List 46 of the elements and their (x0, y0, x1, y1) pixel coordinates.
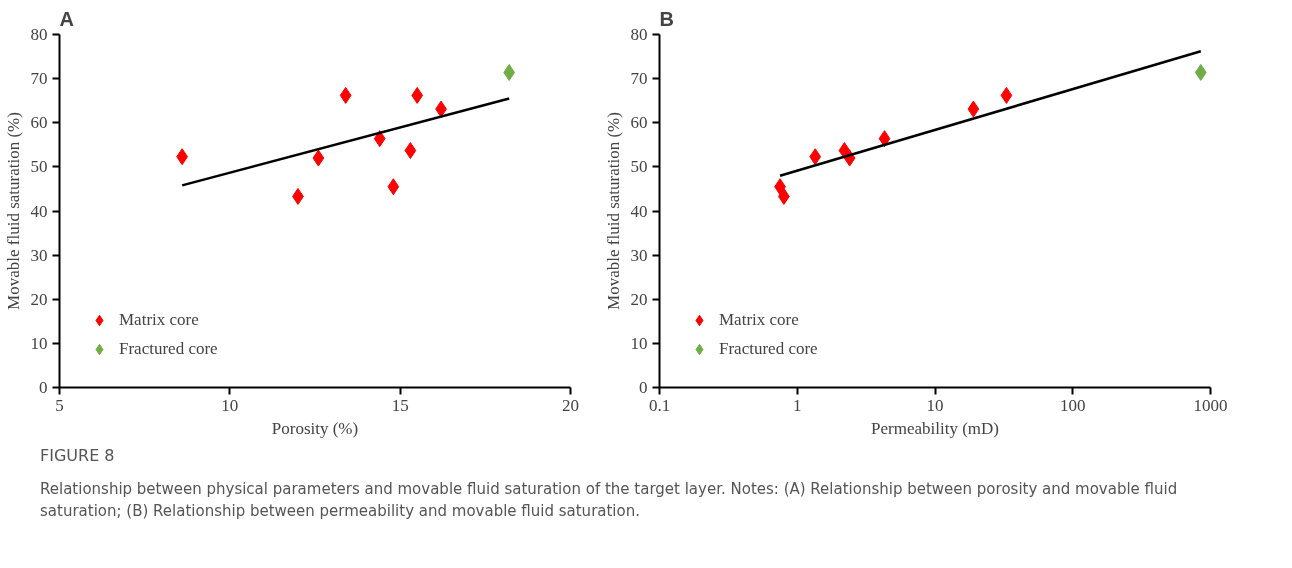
y-tick-label: 50 (630, 157, 648, 177)
y-tick-label: 10 (630, 333, 648, 353)
chart-title: B (659, 7, 674, 30)
point (339, 86, 352, 104)
point (312, 149, 325, 167)
y-tick-label: 0 (639, 378, 648, 397)
y-tick-label: 60 (630, 113, 648, 133)
x-tick-label: 10 (221, 395, 239, 415)
y-tick-label: 80 (630, 25, 648, 44)
legend-label: Matrix core (719, 310, 799, 330)
x-tick-label: 100 (1060, 395, 1086, 415)
y-tick-label: 50 (30, 157, 48, 177)
y-tick-label: 20 (30, 289, 48, 309)
y-tick-label: 70 (630, 69, 648, 89)
chart-title: A (59, 7, 74, 30)
text: Relationship between physical parameters and movable fluid saturation of the target layer. Notes: (A) Relationship between porosity and movable fluid saturation; (B) Relationship between permeability and movable fluid saturation. (40, 478, 1179, 523)
y-tick-label: 30 (630, 245, 648, 265)
y-tick-label: 20 (630, 289, 648, 309)
caption: FIGURE 8 (40, 445, 115, 467)
point (503, 63, 516, 81)
x-axis-title: Porosity (%) (271, 418, 359, 438)
x-tick-label: 20 (562, 395, 579, 415)
y-tick-label: 80 (30, 25, 48, 44)
y-tick-label: 0 (39, 378, 48, 397)
x-tick-label: 5 (55, 395, 64, 415)
x-tick-label: 15 (391, 395, 409, 415)
x-axis-title: Permeability (mD) (871, 418, 999, 438)
y-tick-label: 10 (30, 333, 48, 353)
legend-label: Fractured core (719, 339, 818, 359)
x-tick-label: 1000 (1193, 395, 1228, 415)
y-tick-label: 40 (630, 201, 648, 221)
y-axis-title: Movable fluid saturation (%) (603, 112, 623, 310)
x-tick-label: 1 (793, 395, 802, 415)
y-tick-label: 40 (30, 201, 48, 221)
legend-label: Matrix core (119, 310, 199, 330)
legend-label: Fractured core (119, 339, 218, 359)
point (404, 142, 417, 160)
point (411, 86, 424, 104)
point (373, 130, 386, 148)
y-axis-title: Movable fluid saturation (%) (3, 112, 23, 310)
point (387, 178, 400, 196)
x-tick-label: 0.1 (648, 395, 671, 415)
y-tick-label: 30 (30, 245, 48, 265)
x-tick-label: 10 (926, 395, 944, 415)
y-tick-label: 70 (30, 69, 48, 89)
y-tick-label: 60 (30, 113, 48, 133)
